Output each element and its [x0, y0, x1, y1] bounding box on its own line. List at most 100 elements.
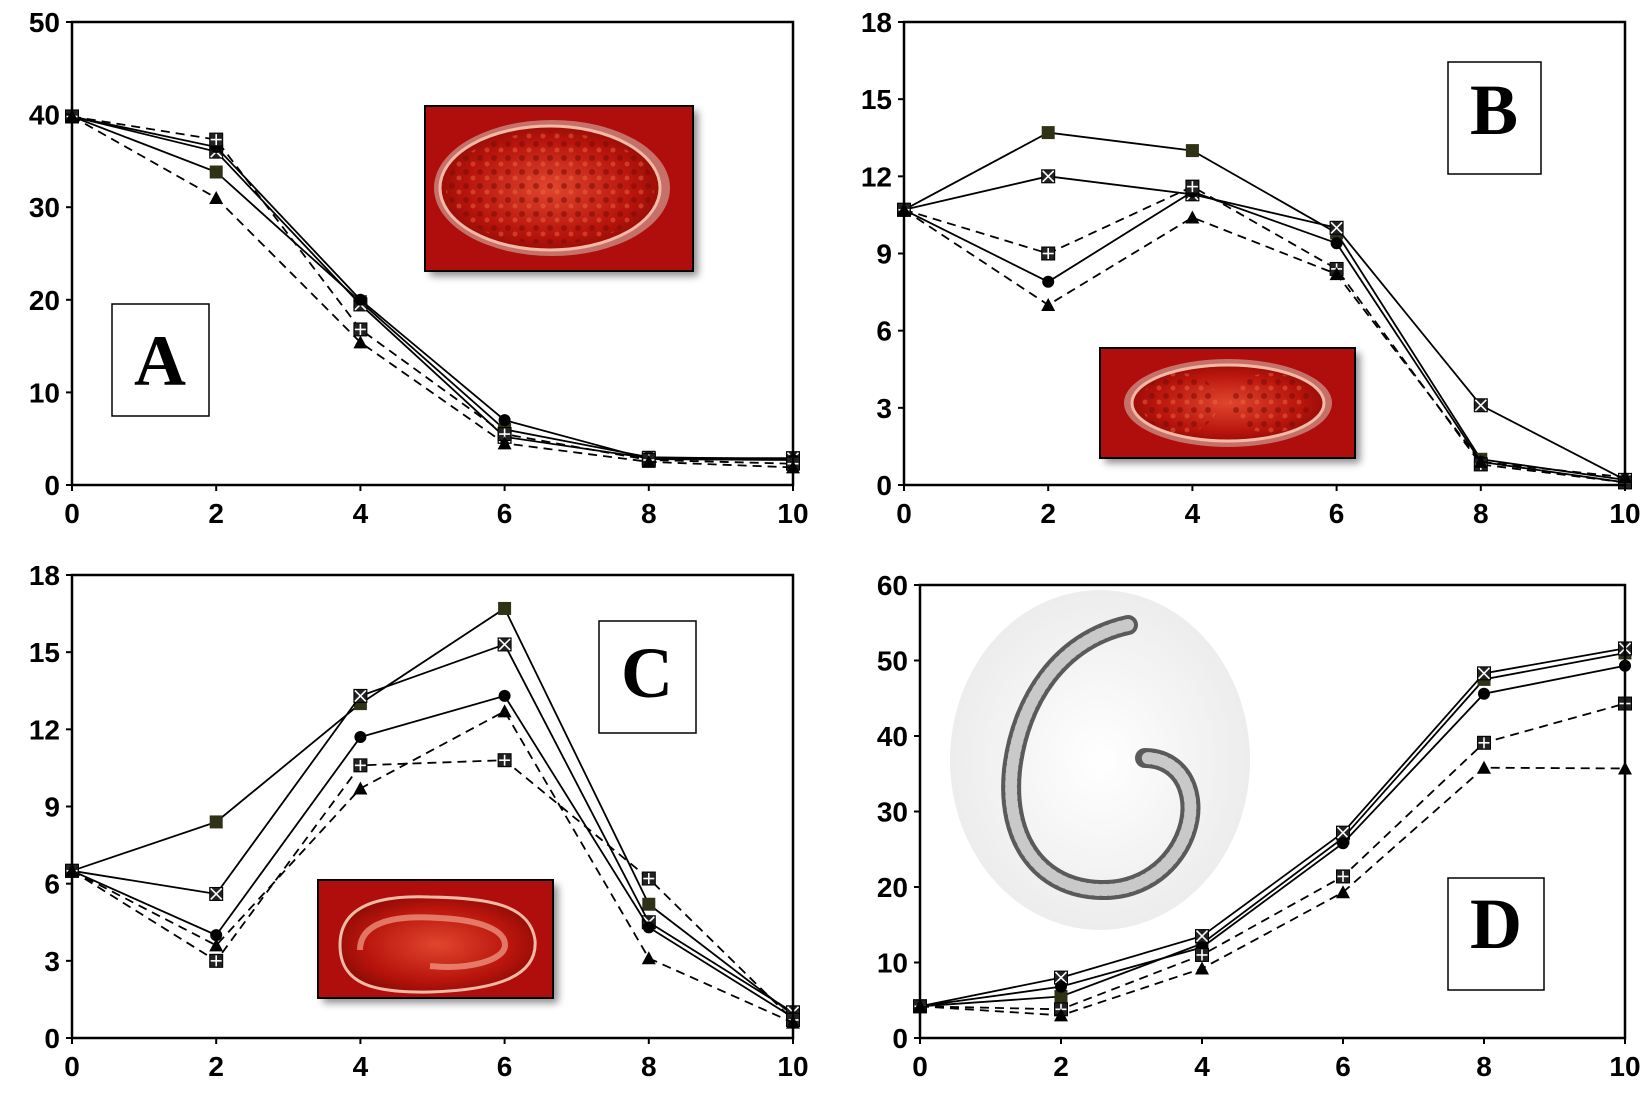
- panel-c-x-tick-label: 0: [64, 1051, 80, 1082]
- panel-a-series-4-point: [353, 322, 368, 337]
- panel-c-y-tick-label: 0: [44, 1023, 60, 1054]
- panel-c-series-5-line: [71, 710, 794, 1024]
- panel-c-x-tick-label: 6: [497, 1051, 513, 1082]
- panel-b-x-tick-label: 0: [896, 498, 912, 529]
- panel-b-x-tick-label: 4: [1185, 498, 1201, 529]
- panel-b-series-5-point: [1041, 297, 1056, 311]
- panel-d-series-5-point: [1054, 1008, 1068, 1022]
- panel-d-series-1-line: [919, 652, 1626, 1008]
- panel-c-x-tick-label: 4: [353, 1051, 369, 1082]
- panel-a-y-tick-label: 40: [29, 100, 60, 131]
- panel-b-series-1-point: [1041, 126, 1055, 140]
- panel-a-series-4-line: [71, 115, 794, 465]
- panel-a-y-tick-label: 0: [44, 470, 60, 501]
- panel-c-y-tick-label: 9: [44, 792, 60, 823]
- panel-a-y-tick-label: 30: [29, 192, 60, 223]
- panel-b-y-tick-label: 18: [861, 7, 892, 38]
- panel-a-chart: 0 10 20 30 40 50 0 2 4 6 8 10 A: [29, 7, 809, 529]
- panel-d-x-tick-label: 10: [1609, 1051, 1640, 1082]
- panel-b-series-2-line: [903, 175, 1626, 481]
- panel-c-x-tick-label: 10: [777, 1051, 808, 1082]
- panel-a-series-3-point: [498, 414, 511, 427]
- panel-a-x-tick-label: 0: [64, 498, 80, 529]
- panel-d-letter-box: D: [1447, 877, 1545, 991]
- panel-d-x-tick-label: 2: [1053, 1051, 1069, 1082]
- panel-d-y-tick-label: 10: [877, 948, 908, 979]
- panel-a-series-1-point: [209, 165, 223, 179]
- panel-b-x-tick-label: 10: [1609, 498, 1640, 529]
- panel-d-y-tick-label: 50: [877, 646, 908, 677]
- panel-b-y-tick-label: 9: [876, 239, 892, 270]
- panel-c-series-1-point: [498, 601, 512, 615]
- panel-d-series-3-line: [919, 664, 1626, 1008]
- panel-d-series-5-point: [1195, 961, 1209, 975]
- panel-c-series-1-point: [209, 815, 223, 829]
- panel-c-series-5-point: [353, 781, 368, 795]
- panel-a-plot-frame: [70, 20, 795, 487]
- panel-a-series-5-point: [641, 454, 656, 468]
- panel-c-series-5-point: [641, 951, 656, 965]
- panel-a-series-5-point: [209, 190, 224, 204]
- panel-d-series-5-point: [1336, 885, 1350, 899]
- panel-d-y-tick-label: 20: [877, 872, 908, 903]
- panel-d-series-2-point: [1195, 929, 1209, 944]
- panel-b-series-5-line: [903, 209, 1626, 479]
- panel-d-x-tick-label: 6: [1335, 1051, 1351, 1082]
- panel-c-series-2-point: [497, 637, 512, 652]
- panel-c-series-5-point: [209, 938, 224, 952]
- panel-a-micrograph: [424, 105, 694, 272]
- panel-a-letter-box: A: [111, 303, 210, 417]
- panel-c-y-tick-label: 18: [29, 560, 60, 591]
- panel-d-x-tick-label: 8: [1476, 1051, 1492, 1082]
- panel-b-y-tick-label: 12: [861, 161, 892, 192]
- panel-c-series-3-line: [71, 694, 794, 1019]
- panel-c-y-tick-label: 12: [29, 714, 60, 745]
- panel-d-series-5-point: [1477, 760, 1491, 774]
- panel-d-series-2-point: [1477, 666, 1491, 681]
- panel-b-series-4-point: [1041, 246, 1056, 261]
- panel-a-y-tick-label: 20: [29, 285, 60, 316]
- panel-c-series-4-point: [209, 953, 224, 968]
- panel-a-series-5-point: [353, 335, 368, 349]
- panel-c-chart: 0 3 6 9 12 15 18 0 2 4 6 8 10 C: [29, 560, 809, 1082]
- panel-c-letter-box: C: [598, 620, 697, 734]
- panel-a-x-tick-label: 6: [497, 498, 513, 529]
- panel-c-series-4-point: [641, 871, 656, 886]
- panel-d-series-3-point: [1337, 837, 1349, 850]
- panel-c-micrograph: [317, 879, 554, 999]
- panel-c-x-tick-label: 2: [208, 1051, 224, 1082]
- panel-d-y-tick-label: 30: [877, 797, 908, 828]
- panel-c-letter: C: [621, 633, 673, 713]
- panel-b-series-5-point: [1329, 267, 1344, 281]
- panel-a-series-3-point: [354, 293, 367, 306]
- panel-c-series-2-line: [71, 643, 794, 1014]
- panel-c-series-3-point: [642, 921, 655, 934]
- panel-d-series-3-point: [1478, 687, 1490, 700]
- panel-d-y-tick-label: 40: [877, 721, 908, 752]
- panel-a-x-tick-label: 8: [641, 498, 657, 529]
- panel-d-chart: 0 10 20 30 40 50 60 0 2 4 6 8 10 D: [877, 570, 1641, 1082]
- panel-d-x-tick-label: 0: [912, 1051, 928, 1082]
- panel-c-series-5-point: [497, 704, 512, 718]
- panel-c-series-4-line: [71, 759, 794, 1021]
- panel-a-series-5-line: [71, 115, 794, 469]
- panel-d-series-2-line: [919, 647, 1626, 1008]
- panel-c-series-2-point: [353, 688, 368, 703]
- panel-b-letter-box: B: [1447, 61, 1542, 175]
- panel-c-series-3-point: [498, 689, 511, 702]
- panel-b-y-tick-label: 3: [876, 393, 892, 424]
- panel-b-series-4-line: [903, 185, 1626, 484]
- panel-b-series-1-line: [903, 131, 1626, 481]
- panel-b-x-tick-label: 8: [1473, 498, 1489, 529]
- panel-d-letter: D: [1470, 884, 1522, 964]
- panel-b-series-2-point: [1473, 398, 1488, 413]
- panel-c-x-tick-label: 8: [641, 1051, 657, 1082]
- panel-a-y-tick-label: 50: [29, 7, 60, 38]
- panel-c-series-2-point: [209, 886, 224, 901]
- panel-a-series-3-line: [71, 115, 794, 461]
- panel-a-x-tick-label: 10: [777, 498, 808, 529]
- panel-b-series-3-point: [1042, 275, 1055, 288]
- panel-c-series-1-point: [642, 897, 656, 911]
- panel-b-series-5-point: [1473, 454, 1488, 468]
